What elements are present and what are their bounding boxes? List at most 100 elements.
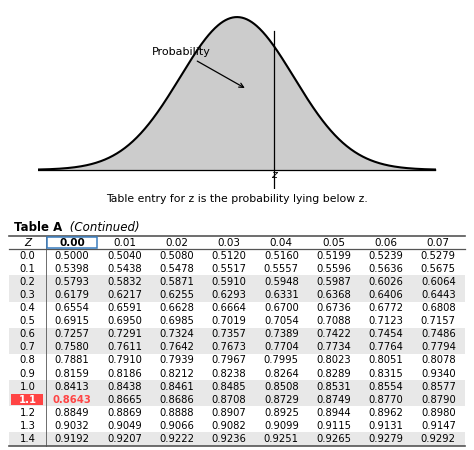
Text: 0.8554: 0.8554 bbox=[369, 382, 403, 392]
Text: 0.7454: 0.7454 bbox=[369, 329, 403, 339]
Text: 0.8749: 0.8749 bbox=[316, 395, 351, 405]
Text: 0.7422: 0.7422 bbox=[316, 329, 351, 339]
Text: 0.5239: 0.5239 bbox=[369, 251, 403, 261]
Text: 0.9115: 0.9115 bbox=[316, 421, 351, 431]
Text: 0.7611: 0.7611 bbox=[107, 342, 142, 352]
Text: 0.8944: 0.8944 bbox=[316, 408, 351, 418]
Bar bbox=[9, 406, 465, 419]
Text: 0.03: 0.03 bbox=[218, 238, 240, 248]
Text: 0.6950: 0.6950 bbox=[107, 316, 142, 326]
Text: 0.6736: 0.6736 bbox=[316, 303, 351, 313]
Text: 1.1: 1.1 bbox=[18, 395, 37, 405]
Text: 0.7580: 0.7580 bbox=[55, 342, 90, 352]
Text: 0.6772: 0.6772 bbox=[368, 303, 403, 313]
Text: 0.5832: 0.5832 bbox=[107, 277, 142, 287]
Text: z: z bbox=[271, 170, 277, 180]
Text: 0.5160: 0.5160 bbox=[264, 251, 299, 261]
Text: 0.01: 0.01 bbox=[113, 238, 136, 248]
Bar bbox=[9, 393, 465, 406]
FancyBboxPatch shape bbox=[11, 394, 43, 405]
Text: 0.8907: 0.8907 bbox=[212, 408, 246, 418]
Text: 0.7881: 0.7881 bbox=[55, 356, 90, 365]
Text: 0.6700: 0.6700 bbox=[264, 303, 299, 313]
Text: 0.8790: 0.8790 bbox=[421, 395, 456, 405]
Text: 0.6368: 0.6368 bbox=[316, 290, 351, 300]
Text: 0.7794: 0.7794 bbox=[421, 342, 456, 352]
Text: 0.5438: 0.5438 bbox=[107, 264, 142, 274]
Bar bbox=[9, 419, 465, 432]
Text: 0.5636: 0.5636 bbox=[369, 264, 403, 274]
Text: 0.06: 0.06 bbox=[374, 238, 398, 248]
Text: 0.9032: 0.9032 bbox=[55, 421, 90, 431]
Text: 0.1: 0.1 bbox=[20, 264, 36, 274]
Text: 0.6406: 0.6406 bbox=[369, 290, 403, 300]
Text: 0.5596: 0.5596 bbox=[316, 264, 351, 274]
Text: 0.5557: 0.5557 bbox=[264, 264, 299, 274]
Text: 0.6255: 0.6255 bbox=[159, 290, 194, 300]
Text: 0.7157: 0.7157 bbox=[421, 316, 456, 326]
Text: 0.8962: 0.8962 bbox=[369, 408, 403, 418]
Text: 0.8485: 0.8485 bbox=[212, 382, 246, 392]
Text: 0.5478: 0.5478 bbox=[159, 264, 194, 274]
Text: 0.5987: 0.5987 bbox=[316, 277, 351, 287]
FancyBboxPatch shape bbox=[47, 237, 97, 248]
Text: 0.9207: 0.9207 bbox=[107, 434, 142, 444]
Text: 0.8708: 0.8708 bbox=[212, 395, 246, 405]
Text: 0.9192: 0.9192 bbox=[55, 434, 90, 444]
Text: 0.5793: 0.5793 bbox=[55, 277, 90, 287]
Text: 0.8849: 0.8849 bbox=[55, 408, 90, 418]
Text: 0.6554: 0.6554 bbox=[55, 303, 90, 313]
Text: 1.3: 1.3 bbox=[20, 421, 36, 431]
Text: 0.7704: 0.7704 bbox=[264, 342, 299, 352]
Text: 0.5517: 0.5517 bbox=[211, 264, 246, 274]
Text: 0.5675: 0.5675 bbox=[421, 264, 456, 274]
Text: 0.7291: 0.7291 bbox=[107, 329, 142, 339]
Text: 0.8729: 0.8729 bbox=[264, 395, 299, 405]
Text: 0.7734: 0.7734 bbox=[316, 342, 351, 352]
Bar bbox=[9, 249, 465, 262]
Text: 0.8643: 0.8643 bbox=[53, 395, 91, 405]
Bar bbox=[9, 262, 465, 275]
Text: (Continued): (Continued) bbox=[66, 221, 140, 234]
Text: 0.7389: 0.7389 bbox=[264, 329, 299, 339]
Text: 0.5: 0.5 bbox=[20, 316, 36, 326]
Text: 0.6217: 0.6217 bbox=[107, 290, 142, 300]
Text: 0.8665: 0.8665 bbox=[107, 395, 142, 405]
Text: 0.7910: 0.7910 bbox=[107, 356, 142, 365]
Text: 1.2: 1.2 bbox=[20, 408, 36, 418]
Bar bbox=[9, 341, 465, 354]
Text: 0.2: 0.2 bbox=[20, 277, 36, 287]
Text: 0.5000: 0.5000 bbox=[55, 251, 90, 261]
Text: 0.5040: 0.5040 bbox=[107, 251, 142, 261]
Text: 0.5279: 0.5279 bbox=[421, 251, 456, 261]
Text: 0.8888: 0.8888 bbox=[159, 408, 194, 418]
Bar bbox=[47, 236, 97, 446]
Text: 0.8212: 0.8212 bbox=[159, 369, 194, 378]
Bar bbox=[9, 328, 465, 341]
Text: Z: Z bbox=[24, 238, 31, 248]
Text: 0.9131: 0.9131 bbox=[369, 421, 403, 431]
Text: 0.07: 0.07 bbox=[427, 238, 450, 248]
Text: 0.5398: 0.5398 bbox=[55, 264, 90, 274]
Text: 0.9236: 0.9236 bbox=[211, 434, 246, 444]
Text: 0.8264: 0.8264 bbox=[264, 369, 299, 378]
Text: 0.6664: 0.6664 bbox=[211, 303, 246, 313]
Text: 0.8686: 0.8686 bbox=[159, 395, 194, 405]
Text: 0.7673: 0.7673 bbox=[211, 342, 246, 352]
Text: 0.8869: 0.8869 bbox=[107, 408, 142, 418]
Text: 0.8438: 0.8438 bbox=[107, 382, 142, 392]
Text: 0.3: 0.3 bbox=[20, 290, 36, 300]
Text: 0.7019: 0.7019 bbox=[211, 316, 246, 326]
Text: 0.00: 0.00 bbox=[59, 238, 85, 248]
Text: 0.5120: 0.5120 bbox=[211, 251, 246, 261]
Text: 0.6985: 0.6985 bbox=[159, 316, 194, 326]
Text: 0.5080: 0.5080 bbox=[159, 251, 194, 261]
Bar bbox=[9, 354, 465, 367]
Text: 0.9265: 0.9265 bbox=[316, 434, 351, 444]
Text: 0.7088: 0.7088 bbox=[316, 316, 351, 326]
Text: 0.05: 0.05 bbox=[322, 238, 345, 248]
Text: 0.7642: 0.7642 bbox=[159, 342, 194, 352]
Text: 0.4: 0.4 bbox=[20, 303, 36, 313]
Text: 0.8186: 0.8186 bbox=[107, 369, 142, 378]
Text: 0.5910: 0.5910 bbox=[211, 277, 246, 287]
